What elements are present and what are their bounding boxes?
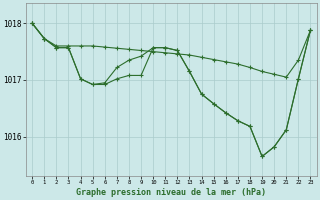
X-axis label: Graphe pression niveau de la mer (hPa): Graphe pression niveau de la mer (hPa): [76, 188, 266, 197]
